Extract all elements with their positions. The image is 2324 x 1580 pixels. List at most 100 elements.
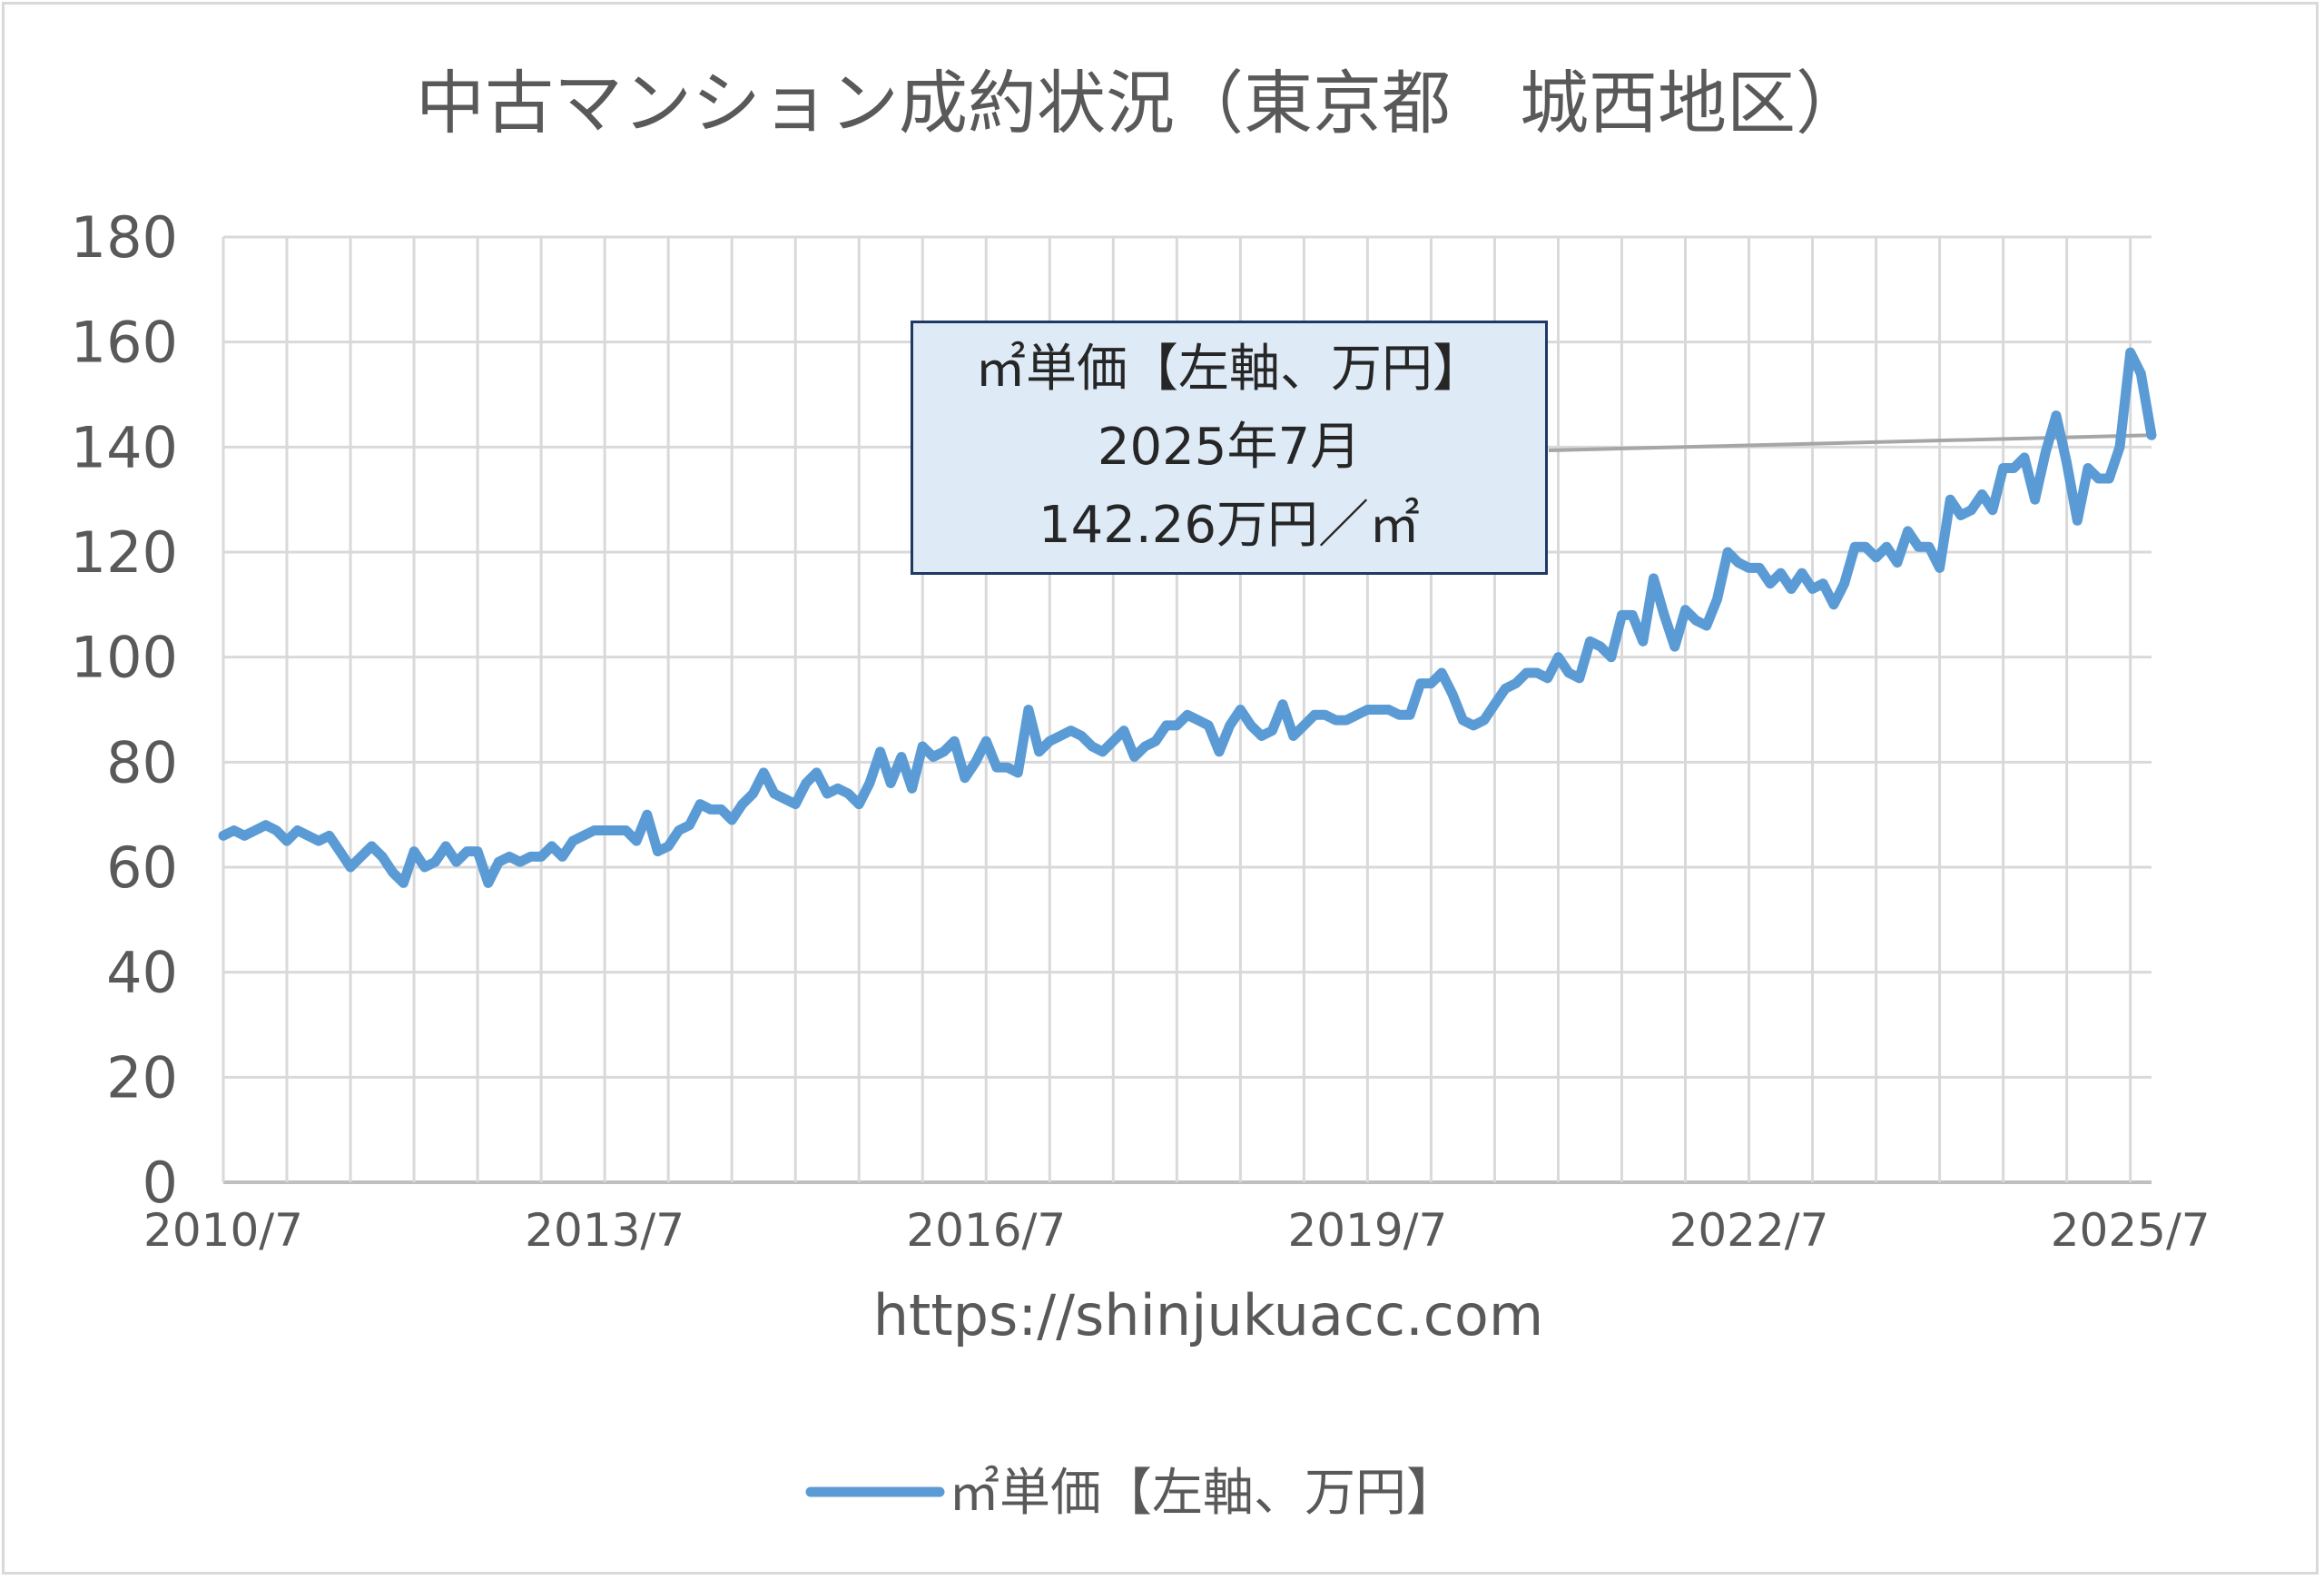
data-point bbox=[727, 815, 737, 825]
data-point bbox=[1088, 742, 1097, 751]
data-point bbox=[950, 736, 960, 746]
data-points bbox=[219, 348, 2156, 888]
data-point bbox=[388, 867, 398, 877]
data-point bbox=[684, 820, 694, 830]
callout-line-2: 2025年7月 bbox=[1097, 418, 1362, 477]
data-point bbox=[632, 836, 642, 846]
data-point bbox=[346, 863, 355, 872]
data-point bbox=[1955, 510, 1965, 520]
x-tick-label: 2010/7 bbox=[143, 1204, 303, 1257]
data-point bbox=[240, 831, 250, 841]
data-point bbox=[589, 825, 599, 835]
data-point bbox=[610, 825, 620, 835]
chart-title: 中古マンション成約状況（東京都 城西地区） bbox=[416, 63, 1865, 143]
data-point bbox=[1002, 763, 1012, 773]
legend-label: ㎡単価【左軸、万円】 bbox=[949, 1464, 1457, 1523]
data-point bbox=[1542, 673, 1552, 683]
data-point bbox=[854, 799, 864, 809]
data-point bbox=[1807, 584, 1817, 594]
data-point bbox=[600, 825, 610, 835]
x-axis-tick-labels: 2010/7 2013/7 2016/7 2019/7 2022/7 2025/7 bbox=[143, 1204, 2211, 1257]
data-point bbox=[822, 789, 832, 798]
data-point bbox=[2073, 516, 2083, 526]
data-point bbox=[1129, 752, 1139, 762]
data-point bbox=[1553, 652, 1563, 662]
data-point bbox=[2136, 369, 2146, 379]
data-point bbox=[537, 852, 547, 862]
data-point bbox=[1310, 710, 1319, 720]
data-point bbox=[1045, 736, 1055, 746]
data-point bbox=[1215, 746, 1224, 756]
data-point bbox=[1458, 716, 1468, 726]
data-point bbox=[1501, 684, 1511, 694]
data-point bbox=[1437, 668, 1447, 677]
data-point bbox=[1744, 563, 1754, 573]
data-point bbox=[1511, 678, 1521, 688]
data-point bbox=[271, 825, 281, 835]
data-point bbox=[1628, 610, 1638, 620]
data-point bbox=[2125, 348, 2135, 358]
data-point bbox=[547, 841, 556, 851]
data-point bbox=[1013, 767, 1023, 777]
data-point bbox=[1839, 578, 1849, 588]
data-point bbox=[282, 836, 291, 846]
data-point bbox=[759, 767, 769, 777]
data-point bbox=[219, 831, 228, 841]
data-point bbox=[1828, 599, 1838, 609]
y-tick-label: 180 bbox=[71, 204, 178, 271]
data-label-callout: ㎡単価【左軸、万円】 2025年7月 142.26万円／㎡ bbox=[911, 321, 1548, 575]
data-point bbox=[791, 799, 801, 809]
data-point bbox=[1733, 558, 1743, 568]
data-point bbox=[918, 742, 928, 751]
data-point bbox=[473, 846, 483, 856]
data-point bbox=[705, 805, 715, 815]
data-point bbox=[505, 852, 515, 862]
data-point bbox=[378, 852, 388, 862]
data-point bbox=[1140, 742, 1150, 751]
y-tick-label: 100 bbox=[71, 625, 178, 691]
data-point bbox=[1723, 548, 1733, 557]
data-point bbox=[1871, 552, 1881, 562]
data-point bbox=[399, 878, 409, 888]
data-point bbox=[1945, 495, 1955, 505]
y-tick-label: 160 bbox=[71, 310, 178, 376]
data-point bbox=[557, 852, 567, 862]
data-point bbox=[2104, 474, 2114, 483]
data-point bbox=[1108, 736, 1118, 746]
data-point bbox=[1935, 563, 1945, 573]
data-point bbox=[1288, 731, 1298, 741]
data-point bbox=[1818, 578, 1828, 588]
data-point bbox=[314, 836, 323, 846]
data-point bbox=[1384, 705, 1393, 715]
data-point bbox=[1701, 621, 1711, 630]
data-point bbox=[1797, 568, 1807, 578]
data-point bbox=[780, 794, 790, 804]
data-point bbox=[1320, 710, 1330, 720]
data-point bbox=[1596, 642, 1606, 652]
data-point bbox=[1426, 678, 1436, 688]
x-tick-label: 2016/7 bbox=[906, 1204, 1066, 1257]
data-point bbox=[674, 825, 684, 835]
data-point bbox=[1299, 720, 1309, 730]
data-point bbox=[1638, 637, 1648, 647]
data-point bbox=[1924, 542, 1934, 552]
data-point bbox=[441, 841, 451, 851]
y-tick-label: 140 bbox=[71, 414, 178, 480]
data-point bbox=[515, 857, 525, 867]
data-point bbox=[1415, 678, 1425, 688]
data-point bbox=[886, 778, 896, 788]
data-point bbox=[653, 846, 663, 856]
data-point bbox=[409, 846, 419, 856]
data-point bbox=[2030, 495, 2040, 505]
data-point bbox=[1914, 542, 1924, 552]
data-point bbox=[303, 831, 313, 841]
data-point bbox=[642, 810, 652, 820]
data-point bbox=[832, 784, 842, 794]
data-point bbox=[483, 878, 493, 888]
data-point bbox=[1987, 505, 1997, 515]
data-point bbox=[1204, 720, 1214, 730]
data-point bbox=[462, 846, 472, 856]
data-point bbox=[1617, 610, 1627, 620]
data-point bbox=[578, 831, 588, 841]
